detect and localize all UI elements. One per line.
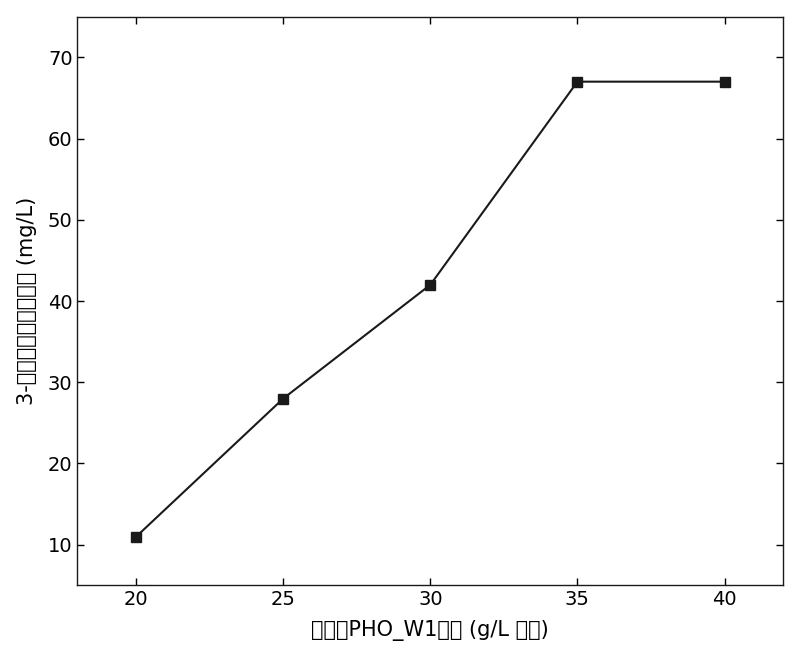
Y-axis label: 3-甲基儿茶酚的生成量 (mg/L): 3-甲基儿茶酚的生成量 (mg/L) xyxy=(17,197,37,405)
X-axis label: 工程菌PHO_W1干重 (g/L 干重): 工程菌PHO_W1干重 (g/L 干重) xyxy=(311,620,550,642)
